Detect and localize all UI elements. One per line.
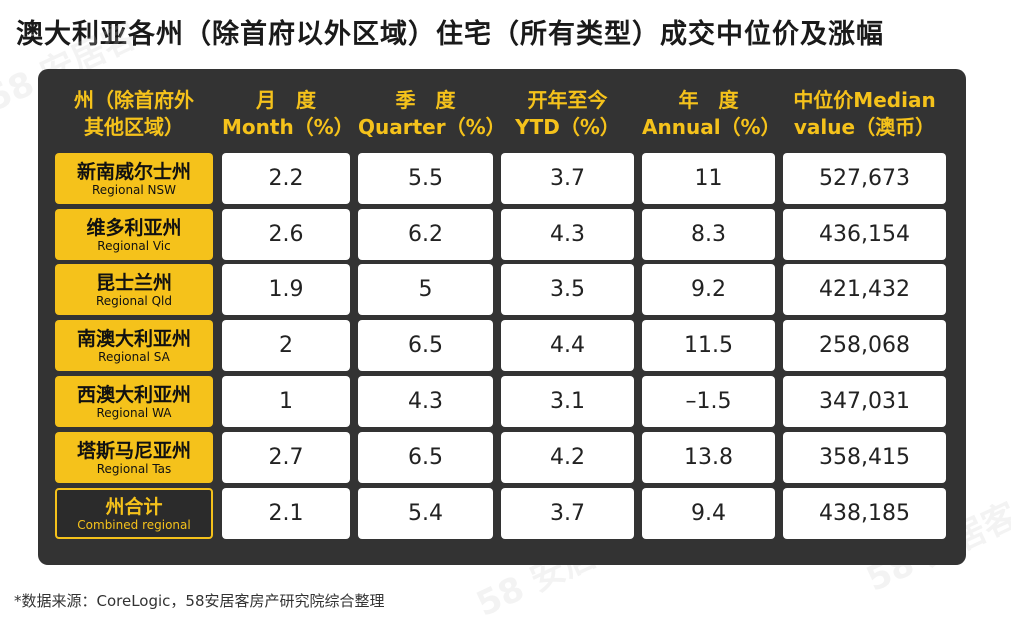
column-header-line: 月 度 (256, 88, 316, 112)
table-cell: 5.4 (358, 488, 493, 539)
table-cell: 6.2 (358, 209, 493, 260)
column-header-line: Month（%） (222, 115, 354, 139)
table-cell: 4.3 (501, 209, 634, 260)
table-cell: 2 (222, 320, 350, 371)
table-cell: 1.9 (222, 264, 350, 315)
table-cell: 6.5 (358, 432, 493, 483)
row-label-en: Regional Tas (96, 461, 172, 476)
column-header-line: 其他区域） (84, 115, 184, 139)
table-cell: 2.2 (222, 153, 350, 204)
table-cell: 438,185 (783, 488, 946, 539)
table-cell: 6.5 (358, 320, 493, 371)
row-label-en: Combined regional (77, 517, 191, 532)
table-cell: 2.6 (222, 209, 350, 260)
column-header: 中位价Median value（澳币） (783, 87, 946, 145)
row-label-cn: 维多利亚州 (86, 216, 182, 239)
column-header-line: 州（除首府外 (74, 88, 194, 112)
table-cell: 2.7 (222, 432, 350, 483)
column-header-line: Annual（%） (642, 115, 781, 139)
table-cell: 4.2 (501, 432, 634, 483)
column-header: 季 度 Quarter（%） (358, 87, 506, 145)
row-label-cn: 塔斯马尼亚州 (76, 439, 191, 462)
row-label: 南澳大利亚州 Regional SA (55, 320, 213, 371)
source-note: *数据来源：CoreLogic，58安居客房产研究院综合整理 (14, 592, 385, 610)
row-label-en: Regional WA (96, 405, 172, 420)
table-cell: 5.5 (358, 153, 493, 204)
row-label-cn: 南澳大利亚州 (76, 327, 191, 350)
table-cell: –1.5 (642, 376, 775, 427)
column-header-line: 中位价Median (793, 88, 936, 112)
page-title: 澳大利亚各州（除首府以外区域）住宅（所有类型）成交中位价及涨幅 (16, 19, 884, 50)
row-label-cn: 州合计 (105, 495, 163, 518)
column-header-line: 季 度 (395, 88, 456, 112)
column-header: 开年至今 YTD（%） (501, 87, 634, 145)
table-board: 州（除首府外 其他区域） 月 度 Month（%） 季 度 Quarter（%） 开年至今 Y… (38, 69, 966, 565)
column-header-line: Quarter（%） (358, 115, 506, 139)
row-label: 昆士兰州 Regional Qld (55, 264, 213, 315)
table-cell: 358,415 (783, 432, 946, 483)
row-label-cn: 新南威尔士州 (76, 160, 191, 183)
column-header: 年 度 Annual（%） (642, 87, 781, 145)
row-label: 西澳大利亚州 Regional WA (55, 376, 213, 427)
table-cell: 3.5 (501, 264, 634, 315)
row-label-en: Regional Qld (96, 293, 172, 308)
table-cell: 5 (358, 264, 493, 315)
table-cell: 11 (642, 153, 775, 204)
row-label-cn: 西澳大利亚州 (76, 383, 191, 406)
table-cell: 3.7 (501, 488, 634, 539)
row-label-cn: 昆士兰州 (95, 271, 172, 294)
column-header: 月 度 Month（%） (222, 87, 354, 145)
row-label: 新南威尔士州 Regional NSW (55, 153, 213, 204)
table-cell: 347,031 (783, 376, 946, 427)
table-cell: 3.7 (501, 153, 634, 204)
table-cell: 421,432 (783, 264, 946, 315)
table-cell: 1 (222, 376, 350, 427)
column-header-line: YTD（%） (515, 115, 620, 139)
column-header: 州（除首府外 其他区域） (49, 87, 219, 145)
table-cell: 4.3 (358, 376, 493, 427)
table-cell: 2.1 (222, 488, 350, 539)
row-label-en: Regional NSW (91, 182, 177, 197)
table-cell: 3.1 (501, 376, 634, 427)
table-cell: 11.5 (642, 320, 775, 371)
column-header-line: value（澳币） (793, 115, 936, 139)
table-cell: 527,673 (783, 153, 946, 204)
row-label: 州合计 Combined regional (55, 488, 213, 539)
row-label: 维多利亚州 Regional Vic (55, 209, 213, 260)
table-cell: 4.4 (501, 320, 634, 371)
table-cell: 436,154 (783, 209, 946, 260)
column-header-line: 开年至今 (527, 88, 608, 112)
column-header-line: 年 度 (678, 88, 739, 112)
table-cell: 13.8 (642, 432, 775, 483)
table-cell: 258,068 (783, 320, 946, 371)
table-cell: 9.2 (642, 264, 775, 315)
row-label-en: Regional Vic (97, 238, 171, 253)
row-label: 塔斯马尼亚州 Regional Tas (55, 432, 213, 483)
table-cell: 9.4 (642, 488, 775, 539)
row-label-en: Regional SA (98, 349, 170, 364)
table-cell: 8.3 (642, 209, 775, 260)
